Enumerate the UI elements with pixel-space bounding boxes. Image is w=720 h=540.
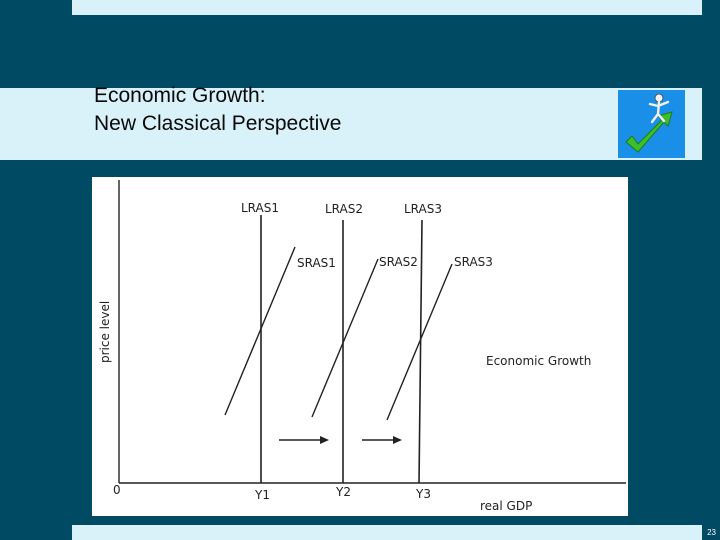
sras3-line	[386, 263, 453, 421]
lras2-label: LRAS2	[325, 202, 363, 216]
top-accent-bar	[72, 0, 702, 15]
sras1-line	[224, 246, 296, 416]
sras2-label: SRAS2	[379, 255, 418, 269]
origin-label: 0	[113, 483, 121, 497]
y-axis-label: price level	[98, 301, 112, 363]
bottom-accent-bar	[72, 525, 702, 540]
slide-title: Economic Growth: New Classical Perspecti…	[94, 82, 341, 138]
title-band	[0, 88, 702, 160]
growth-arrow-1	[279, 436, 329, 444]
x-axis-label: real GDP	[480, 499, 532, 513]
y3-label: Y3	[415, 487, 431, 501]
page-number: 23	[707, 528, 716, 537]
slide-title-line-1: Economic Growth:	[94, 84, 266, 107]
sras3-label: SRAS3	[454, 255, 493, 269]
y1-label: Y1	[254, 488, 270, 502]
lras1-label: LRAS1	[241, 201, 279, 215]
as-diagram: LRAS1 LRAS2 LRAS3 SRAS1 SRAS2 SRAS3 Econ…	[92, 177, 628, 516]
sras2-line	[311, 258, 379, 418]
lras3-label: LRAS3	[404, 202, 442, 216]
slide-title-line-2: New Classical Perspective	[94, 112, 342, 135]
lras3-line	[418, 219, 423, 484]
annotation-economic-growth: Economic Growth	[486, 354, 591, 368]
growth-arrow-2	[362, 436, 402, 444]
sras1-label: SRAS1	[297, 256, 336, 270]
y2-label: Y2	[335, 485, 351, 499]
growth-figure-arrow-icon	[618, 90, 685, 158]
